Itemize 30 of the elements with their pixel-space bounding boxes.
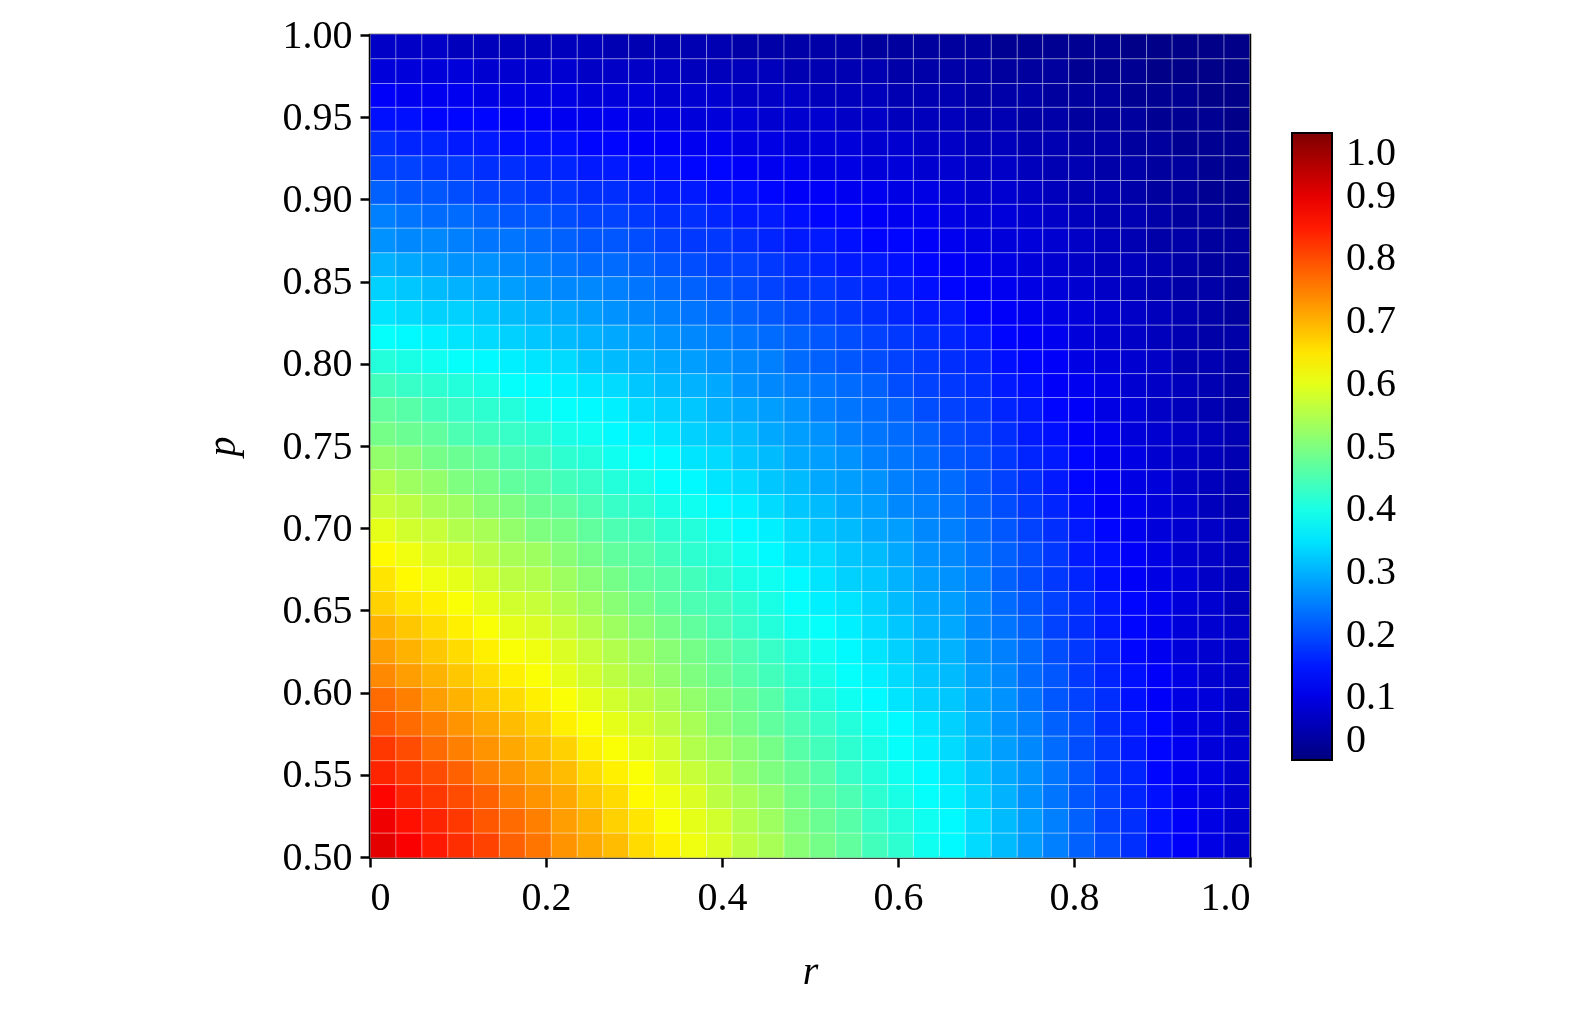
y-tick-label: 0.65 bbox=[282, 586, 353, 632]
color-bar-label: 0.5 bbox=[1346, 422, 1396, 468]
x-tick-label: 0.6 bbox=[873, 873, 924, 919]
y-tick-label: 0.55 bbox=[282, 751, 353, 797]
y-tick-label: 0.75 bbox=[282, 422, 353, 468]
color-bar-label: 0.1 bbox=[1346, 673, 1396, 719]
x-tick-label: 0.8 bbox=[1049, 873, 1100, 919]
color-bar-label: 0.7 bbox=[1346, 297, 1396, 343]
y-tick-label: 0.85 bbox=[282, 258, 353, 304]
y-tick-label: 0.80 bbox=[282, 340, 353, 386]
color-bar-label: 1.0 bbox=[1346, 129, 1396, 174]
y-tick-label: 0.50 bbox=[282, 833, 353, 879]
x-tick-label: 1.0 bbox=[1200, 873, 1251, 919]
y-axis-title: p bbox=[198, 436, 244, 460]
y-tick-label: 0.70 bbox=[282, 504, 353, 550]
color-bar-label: 0.3 bbox=[1346, 547, 1396, 593]
x-tick-label: 0.2 bbox=[521, 873, 572, 919]
x-tick-label: 0 bbox=[370, 873, 391, 919]
color-bar-label: 0.9 bbox=[1346, 171, 1396, 217]
y-tick-label: 0.90 bbox=[282, 175, 353, 221]
color-bar-label: 0.4 bbox=[1346, 485, 1396, 531]
y-tick-label: 0.60 bbox=[282, 669, 353, 715]
x-axis-title: r bbox=[802, 947, 819, 993]
x-tick-label: 0.4 bbox=[697, 873, 748, 919]
color-bar-label: 0.6 bbox=[1346, 359, 1396, 405]
y-tick-label: 1.00 bbox=[282, 11, 353, 57]
color-bar-label: 0.8 bbox=[1346, 234, 1396, 280]
color-bar-label: 0.2 bbox=[1346, 610, 1396, 656]
y-tick-label: 0.95 bbox=[282, 93, 353, 139]
color-bar-label: 0 bbox=[1346, 716, 1366, 761]
